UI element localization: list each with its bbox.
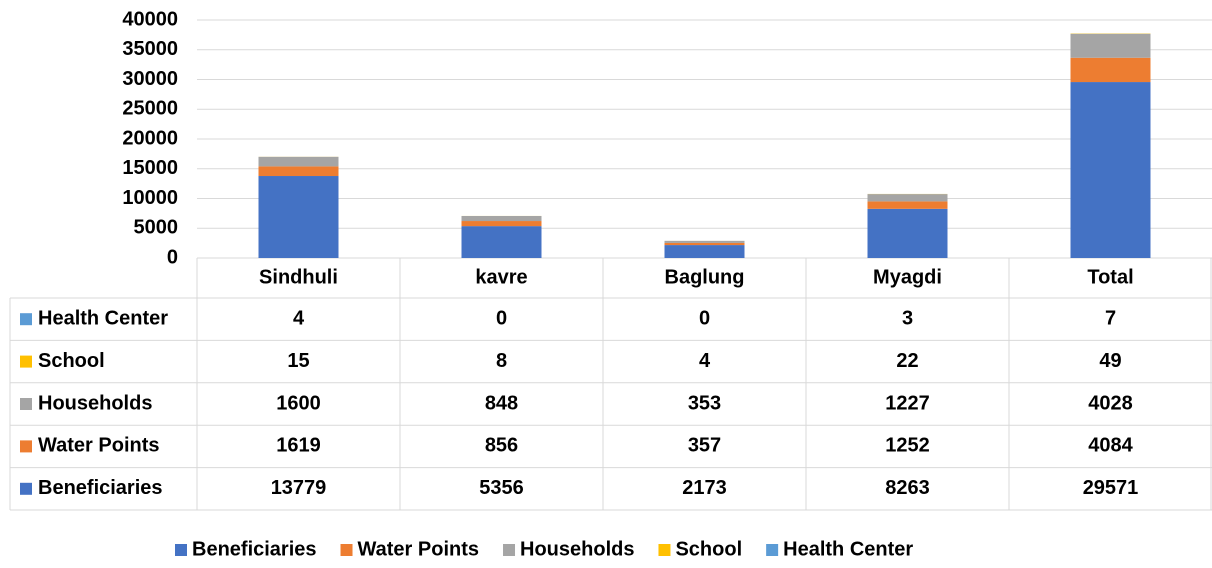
table-cell: 3 (902, 307, 913, 329)
table-cell: 4084 (1088, 435, 1133, 457)
table-cell: 0 (699, 307, 710, 329)
bar-segment (258, 166, 339, 177)
table-cell: 1252 (885, 435, 930, 457)
legend-key (658, 544, 671, 556)
y-tick-label: 35000 (122, 38, 178, 60)
table-cell: 1600 (276, 392, 321, 414)
x-tick-label: Baglung (665, 266, 745, 288)
bar-segment (664, 245, 745, 258)
bar-segment (258, 156, 339, 167)
x-tick-label: Total (1087, 266, 1133, 288)
row-key (20, 313, 32, 326)
row-label: Beneficiaries (38, 477, 163, 499)
bar-segment (867, 208, 948, 258)
legend-label: School (675, 538, 742, 560)
table-cell: 13779 (271, 477, 327, 499)
bar-segment (1070, 33, 1151, 58)
table-cell: 353 (688, 392, 721, 414)
table-cell: 8 (496, 350, 507, 372)
table-cell: 4028 (1088, 392, 1133, 414)
legend-label: Health Center (783, 538, 913, 560)
x-tick-label: Sindhuli (259, 266, 338, 288)
row-label: Health Center (38, 307, 168, 329)
row-key (20, 440, 32, 453)
table-cell: 1227 (885, 392, 930, 414)
table-cell: 357 (688, 435, 721, 457)
table-cell: 8263 (885, 477, 930, 499)
legend-key (175, 544, 187, 556)
table-cell: 0 (496, 307, 507, 329)
legend-key (766, 544, 779, 556)
legend-label: Water Points (358, 538, 480, 560)
bar-segment (1070, 82, 1151, 258)
bar-segment (867, 201, 948, 209)
bar-segment (664, 240, 745, 243)
table-cell: 1619 (276, 435, 321, 457)
y-tick-label: 10000 (122, 187, 178, 209)
row-label: Households (38, 392, 152, 414)
table-cell: 848 (485, 392, 518, 414)
row-key (20, 355, 32, 368)
table-cell: 4 (293, 307, 305, 329)
y-tick-label: 20000 (122, 127, 178, 149)
y-tick-label: 25000 (122, 98, 178, 120)
bar-segment (867, 194, 948, 202)
bar-segment (461, 215, 542, 222)
bar-segment (258, 176, 339, 258)
bar-segment (461, 226, 542, 258)
table-cell: 22 (896, 350, 918, 372)
table-cell: 15 (287, 350, 309, 372)
y-tick-label: 0 (167, 246, 178, 268)
table-cell: 856 (485, 435, 518, 457)
legend-label: Households (520, 538, 634, 560)
table-cell: 5356 (479, 477, 524, 499)
row-label: Water Points (38, 435, 160, 457)
legend-key (340, 544, 353, 556)
table-cell: 2173 (682, 477, 727, 499)
table-cell: 29571 (1083, 477, 1139, 499)
table-cell: 49 (1099, 350, 1121, 372)
y-tick-label: 5000 (134, 217, 179, 239)
row-label: School (38, 350, 105, 372)
bar-segment (664, 242, 745, 246)
row-key (20, 398, 32, 410)
y-tick-label: 40000 (122, 8, 178, 30)
y-tick-label: 30000 (122, 68, 178, 90)
x-tick-label: kavre (475, 266, 527, 288)
legend-label: Beneficiaries (192, 538, 317, 560)
x-tick-label: Myagdi (873, 266, 942, 288)
table-cell: 7 (1105, 307, 1116, 329)
bar-segment (461, 221, 542, 227)
y-tick-label: 15000 (122, 157, 178, 179)
row-key (20, 482, 32, 495)
legend-key (503, 544, 516, 556)
bar-segment (1070, 57, 1151, 83)
table-cell: 4 (699, 350, 711, 372)
